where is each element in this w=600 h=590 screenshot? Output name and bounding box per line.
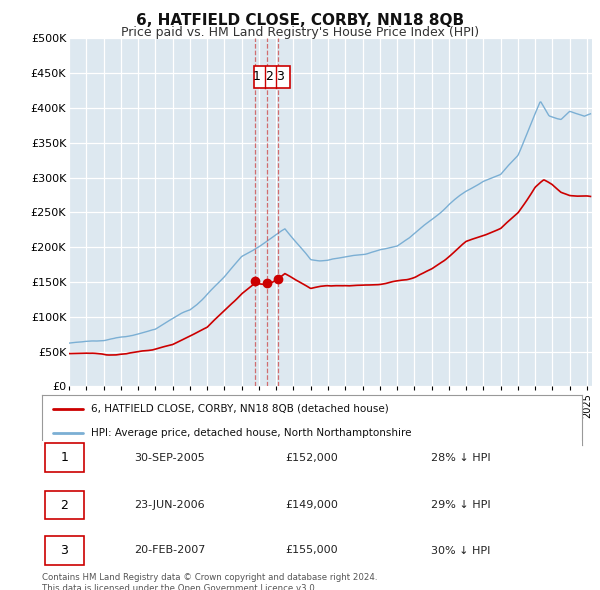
Text: 6, HATFIELD CLOSE, CORBY, NN18 8QB (detached house): 6, HATFIELD CLOSE, CORBY, NN18 8QB (deta… [91, 404, 388, 414]
Text: £155,000: £155,000 [286, 546, 338, 555]
Text: 29% ↓ HPI: 29% ↓ HPI [431, 500, 490, 510]
Polygon shape [254, 65, 290, 88]
Text: 6, HATFIELD CLOSE, CORBY, NN18 8QB: 6, HATFIELD CLOSE, CORBY, NN18 8QB [136, 13, 464, 28]
Text: 30% ↓ HPI: 30% ↓ HPI [431, 546, 490, 555]
Text: 30-SEP-2005: 30-SEP-2005 [134, 453, 205, 463]
Text: Price paid vs. HM Land Registry's House Price Index (HPI): Price paid vs. HM Land Registry's House … [121, 26, 479, 39]
Text: £152,000: £152,000 [286, 453, 338, 463]
Text: HPI: Average price, detached house, North Northamptonshire: HPI: Average price, detached house, Nort… [91, 428, 411, 438]
Text: £149,000: £149,000 [286, 500, 338, 510]
FancyBboxPatch shape [45, 536, 83, 565]
Text: 23-JUN-2006: 23-JUN-2006 [134, 500, 205, 510]
Text: 3: 3 [60, 544, 68, 557]
Text: 3: 3 [276, 70, 284, 83]
Text: 28% ↓ HPI: 28% ↓ HPI [431, 453, 490, 463]
Text: 20-FEB-2007: 20-FEB-2007 [134, 546, 205, 555]
Text: 1: 1 [253, 70, 260, 83]
Text: 2: 2 [60, 499, 68, 512]
FancyBboxPatch shape [45, 444, 83, 472]
FancyBboxPatch shape [45, 491, 83, 519]
Text: 1: 1 [60, 451, 68, 464]
Text: 2: 2 [265, 70, 273, 83]
Text: Contains HM Land Registry data © Crown copyright and database right 2024.
This d: Contains HM Land Registry data © Crown c… [42, 573, 377, 590]
